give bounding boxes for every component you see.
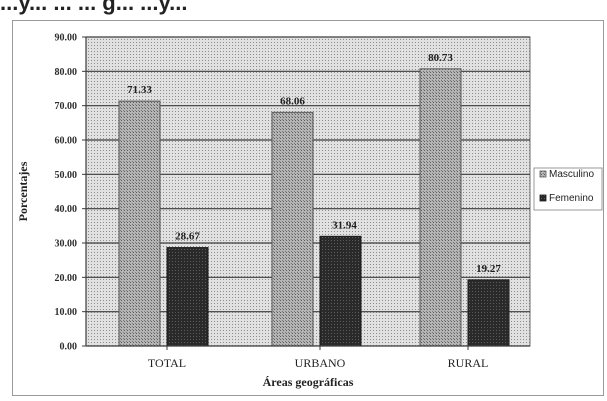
y-tick-label: 40.00 xyxy=(55,204,78,215)
x-tick-label: RURAL xyxy=(448,356,489,370)
data-label: 80.73 xyxy=(428,52,453,64)
header-strip: ...y... ... ... g... ...y... xyxy=(0,0,607,18)
data-label: 19.27 xyxy=(476,263,501,275)
bar-masculino-urbano xyxy=(271,111,314,347)
bar-chart: 71.33 68.06 80.73 28.67 31.94 19.27 0.00 10.00… xyxy=(16,33,603,389)
y-tick-label: 80.00 xyxy=(55,67,78,78)
y-tick-label: 0.00 xyxy=(60,342,78,353)
bar-femenino-urbano xyxy=(319,235,362,347)
y-tick-label: 20.00 xyxy=(55,273,78,284)
data-label: 31.94 xyxy=(332,219,357,231)
data-label: 28.67 xyxy=(175,231,200,243)
legend: Masculino Femenino xyxy=(533,167,603,211)
legend-label: Femenino xyxy=(549,193,594,204)
y-axis-label: Porcentajes xyxy=(16,161,30,221)
bar-femenino-total xyxy=(166,247,209,347)
chart-frame: 71.33 68.06 80.73 28.67 31.94 19.27 0.00 10.00… xyxy=(12,20,604,396)
y-tick-label: 30.00 xyxy=(55,239,78,250)
x-tick-label: TOTAL xyxy=(148,356,186,370)
y-tick-label: 90.00 xyxy=(55,33,78,44)
bar-masculino-total xyxy=(118,100,161,347)
legend-swatch xyxy=(539,194,547,202)
legend-swatch xyxy=(539,170,547,178)
bars-layer: 71.33 68.06 80.73 28.67 31.94 19.27 xyxy=(118,52,510,347)
x-tick-label: URBANO xyxy=(295,356,346,370)
y-tick-label: 50.00 xyxy=(55,170,78,181)
y-tick-label: 70.00 xyxy=(55,101,78,112)
legend-label: Masculino xyxy=(549,169,594,180)
axes-layer: 0.00 10.00 20.00 30.00 40.00 50.00 60.00 70.00 8… xyxy=(55,33,530,370)
y-tick-label: 10.00 xyxy=(55,307,78,318)
bar-masculino-rural xyxy=(419,68,462,347)
cropped-heading: ...y... ... ... g... ...y... xyxy=(0,0,188,15)
y-tick-label: 60.00 xyxy=(55,136,78,147)
x-axis-label: Áreas geográficas xyxy=(263,375,354,389)
bar-femenino-rural xyxy=(467,279,510,347)
data-label: 71.33 xyxy=(127,84,152,96)
data-label: 68.06 xyxy=(280,95,305,107)
